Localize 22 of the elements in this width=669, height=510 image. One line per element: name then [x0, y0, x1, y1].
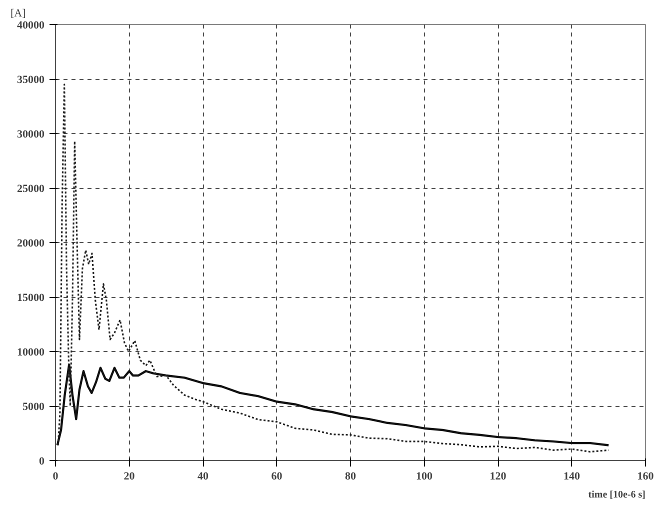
y-tick-label: 35000 — [17, 74, 45, 86]
line-series — [57, 84, 610, 453]
x-tick-label: 100 — [416, 470, 433, 482]
y-axis-title: [A] — [10, 8, 26, 20]
x-tick-label: 40 — [198, 470, 209, 482]
y-tick-label: 10000 — [17, 346, 45, 358]
x-tick-label: 140 — [564, 470, 580, 482]
y-tick-label: 0 — [39, 456, 45, 468]
y-tick-label: 40000 — [17, 20, 45, 32]
x-tick-label: 120 — [490, 470, 507, 482]
x-tick-label: 20 — [124, 470, 136, 482]
y-tick-label: 25000 — [17, 183, 45, 195]
y-tick-label: 30000 — [17, 128, 45, 140]
y-tick-label: 5000 — [22, 401, 45, 413]
x-tick-label: 0 — [52, 470, 59, 482]
y-tick-label: 20000 — [17, 238, 45, 250]
x-tick-label: 60 — [271, 470, 283, 482]
x-axis-title: time [10e-6 s] — [588, 490, 646, 500]
x-tick-label: 80 — [345, 470, 356, 482]
line-series — [56, 363, 610, 446]
y-tick-label: 15000 — [17, 292, 45, 304]
x-tick-label: 160 — [637, 470, 654, 482]
